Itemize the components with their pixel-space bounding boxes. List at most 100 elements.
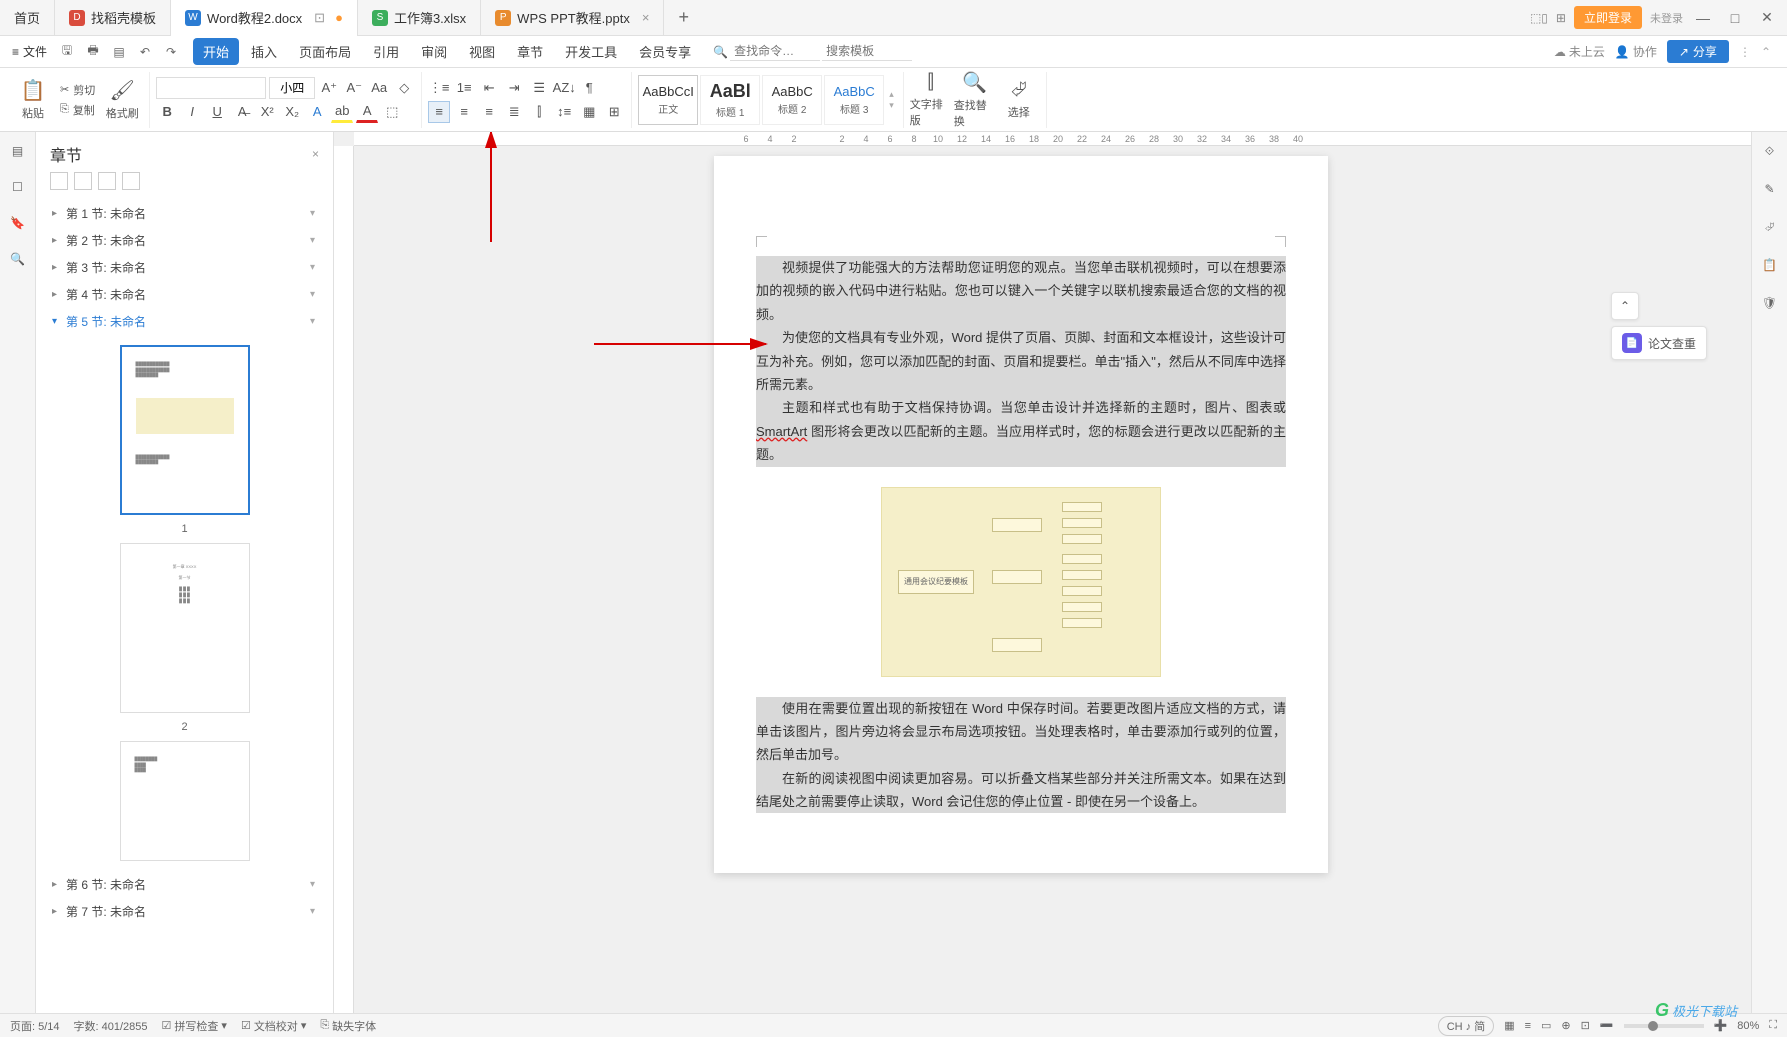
tab-word-doc[interactable]: WWord教程2.docx⊡● [171,0,358,36]
save-icon[interactable]: 🖫 [55,40,79,64]
char-border-icon[interactable]: ⬚ [381,101,403,123]
nav-section-item[interactable]: 第 7 节: 未命名▾ [36,898,333,925]
style-body[interactable]: AaBbCcI正文 [638,75,698,125]
font-color-icon[interactable]: A [356,101,378,123]
outline-icon[interactable]: ▤ [7,140,29,162]
show-marks-icon[interactable]: ¶ [578,77,600,99]
tab-close-icon[interactable]: ⊡ [314,10,325,26]
italic-icon[interactable]: I [181,101,203,123]
style-rail-icon[interactable]: ✎ [1759,178,1781,200]
view-read-icon[interactable]: ▭ [1541,1019,1551,1032]
format-painter-button[interactable]: 🖌格式刷 [101,78,143,121]
apps-icon[interactable]: ⊞ [1556,11,1566,25]
word-count[interactable]: 字数: 401/2855 [74,1018,148,1034]
properties-icon[interactable]: ⟐ [1759,140,1781,162]
search-command-input[interactable] [730,42,820,61]
tab-ppt-doc[interactable]: PWPS PPT教程.pptx× [481,0,664,36]
increase-indent-icon[interactable]: ⇥ [503,77,525,99]
align-right-icon[interactable]: ≡ [478,101,500,123]
nav-section-item[interactable]: 第 5 节: 未命名▾ [36,308,333,335]
login-button[interactable]: 立即登录 [1574,6,1642,29]
paste-button[interactable]: 📋粘贴 [12,78,54,121]
menu-tab-view[interactable]: 视图 [459,38,505,65]
fit-width-icon[interactable]: ⛶ [1769,1019,1777,1032]
view-web-icon[interactable]: ⊕ [1561,1019,1570,1032]
nav-close-icon[interactable]: × [312,147,319,161]
more-icon[interactable]: ⋮ [1739,45,1751,59]
style-h1[interactable]: AaBl标题 1 [700,75,760,125]
subscript-icon[interactable]: X₂ [281,101,303,123]
side-collapse-icon[interactable]: ⌃ [1611,292,1639,320]
search-rail-icon[interactable]: 🔍 [7,248,29,270]
view-mode-icon[interactable]: ⬚▯ [1530,11,1548,25]
clear-format-icon[interactable]: ◇ [393,77,415,99]
nav-section-item[interactable]: 第 3 节: 未命名▾ [36,254,333,281]
superscript-icon[interactable]: X² [256,101,278,123]
strike-icon[interactable]: A̶ [231,101,253,123]
line-spacing-icon[interactable]: ↕≡ [553,101,575,123]
decrease-indent-icon[interactable]: ⇤ [478,77,500,99]
font-name-select[interactable] [156,77,266,99]
redo-icon[interactable]: ↷ [159,40,183,64]
menu-tab-start[interactable]: 开始 [193,38,239,65]
nav-section-item[interactable]: 第 1 节: 未命名▾ [36,200,333,227]
close-icon[interactable]: ✕ [1755,9,1779,26]
tab-excel-doc[interactable]: S工作簿3.xlsx [358,0,481,36]
horizontal-ruler[interactable]: 642246810121416182022242628303234363840 [354,132,1751,146]
undo-icon[interactable]: ↶ [133,40,157,64]
select-rail-icon[interactable]: ⮰ [1759,216,1781,238]
page-indicator[interactable]: 页面: 5/14 [10,1018,60,1034]
tab-home[interactable]: 首页 [0,0,55,36]
doc-paragraph[interactable]: 使用在需要位置出现的新按钮在 Word 中保存时间。若要更改图片适应文档的方式，… [756,697,1286,767]
justify-icon[interactable]: ≣ [503,101,525,123]
text-effect-icon[interactable]: A [306,101,328,123]
nav-tool-4[interactable] [122,172,140,190]
menu-tab-member[interactable]: 会员专享 [629,38,701,65]
missing-font-button[interactable]: ⎘ 缺失字体 [320,1018,376,1034]
doc-paragraph[interactable]: 在新的阅读视图中阅读更加容易。可以折叠文档某些部分并关注所需文本。如果在达到结尾… [756,767,1286,814]
select-button[interactable]: ⮰选择 [998,79,1040,120]
nav-section-item[interactable]: 第 2 节: 未命名▾ [36,227,333,254]
shading-icon[interactable]: ▦ [578,101,600,123]
zoom-out-icon[interactable]: ➖ [1600,1019,1614,1032]
menu-tab-insert[interactable]: 插入 [241,38,287,65]
smartart-link[interactable]: SmartArt [756,424,807,439]
font-size-select[interactable] [269,77,315,99]
collapse-ribbon-icon[interactable]: ⌃ [1761,45,1771,59]
zoom-level[interactable]: 80% [1737,1020,1759,1032]
tab-add-button[interactable]: + [664,7,703,28]
page-thumbnail[interactable]: ████████████████████████████████ ███████… [120,345,250,515]
cloud-status[interactable]: ☁未上云 [1554,43,1605,60]
maximize-icon[interactable]: □ [1723,10,1747,26]
document-canvas[interactable]: 642246810121416182022242628303234363840 … [334,132,1751,1013]
doc-paragraph[interactable]: 为使您的文档具有专业外观，Word 提供了页眉、页脚、封面和文本框设计，这些设计… [756,326,1286,396]
search-template-input[interactable] [822,42,912,61]
distribute-icon[interactable]: ⫿ [528,101,550,123]
minimize-icon[interactable]: — [1691,10,1715,26]
spellcheck-button[interactable]: ☑ 拼写检查 ▾ [162,1018,227,1034]
menu-tab-references[interactable]: 引用 [363,38,409,65]
change-case-icon[interactable]: Aa [368,77,390,99]
find-replace-button[interactable]: 🔍查找替换 [954,70,996,129]
style-h2[interactable]: AaBbC标题 2 [762,75,822,125]
shrink-font-icon[interactable]: A⁻ [343,77,365,99]
view-focus-icon[interactable]: ⊡ [1581,1019,1590,1032]
asian-layout-icon[interactable]: ☰ [528,77,550,99]
bold-icon[interactable]: B [156,101,178,123]
nav-section-item[interactable]: 第 6 节: 未命名▾ [36,871,333,898]
bullets-icon[interactable]: ⋮≡ [428,77,450,99]
menu-tab-section[interactable]: 章节 [507,38,553,65]
menu-tab-review[interactable]: 审阅 [411,38,457,65]
style-h3[interactable]: AaBbC标题 3 [824,75,884,125]
doc-check-button[interactable]: ☑ 文档校对 ▾ [241,1018,306,1034]
ime-indicator[interactable]: CH ♪ 简 [1438,1016,1495,1036]
vertical-ruler[interactable] [334,146,354,1013]
align-left-icon[interactable]: ≡ [428,101,450,123]
menu-tab-dev[interactable]: 开发工具 [555,38,627,65]
borders-icon[interactable]: ⊞ [603,101,625,123]
cut-button[interactable]: ✂剪切 [60,81,95,99]
print-icon[interactable]: 🖶 [81,40,105,64]
nav-tool-2[interactable] [74,172,92,190]
nav-tool-3[interactable] [98,172,116,190]
zoom-slider[interactable] [1624,1024,1704,1028]
